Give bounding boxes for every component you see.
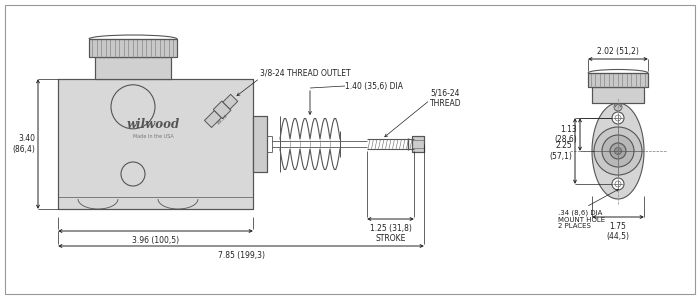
Polygon shape (95, 57, 171, 79)
Polygon shape (89, 39, 177, 57)
Circle shape (602, 135, 634, 167)
Text: 2.02 (51,2): 2.02 (51,2) (597, 47, 639, 56)
Circle shape (615, 147, 622, 155)
Polygon shape (214, 101, 231, 119)
Polygon shape (58, 79, 253, 209)
Text: 3/8-24 THREAD OUTLET: 3/8-24 THREAD OUTLET (260, 68, 351, 77)
Circle shape (594, 127, 642, 175)
Text: 3.96 (100,5): 3.96 (100,5) (132, 236, 179, 245)
Polygon shape (592, 103, 644, 199)
Circle shape (612, 178, 624, 190)
Text: 7.85 (199,3): 7.85 (199,3) (218, 251, 265, 260)
Polygon shape (592, 87, 644, 103)
Polygon shape (253, 116, 267, 172)
Text: .34 (8,6) DIA
MOUNT HOLE
2 PLACES: .34 (8,6) DIA MOUNT HOLE 2 PLACES (558, 209, 605, 230)
Text: 3.40
(86,4): 3.40 (86,4) (12, 134, 35, 154)
Text: 5/16-24
THREAD: 5/16-24 THREAD (430, 88, 461, 108)
Text: 1.40 (35,6) DIA: 1.40 (35,6) DIA (345, 82, 403, 91)
Text: wilwood: wilwood (127, 118, 180, 130)
Text: 1.25 (31,8)
STROKE: 1.25 (31,8) STROKE (370, 224, 412, 243)
Text: 3/8-24: 3/8-24 (216, 113, 229, 125)
Text: 1.75
(44,5): 1.75 (44,5) (606, 222, 629, 241)
Circle shape (612, 112, 624, 124)
Polygon shape (223, 94, 238, 109)
Text: 2.25
(57,1): 2.25 (57,1) (549, 141, 572, 161)
Circle shape (610, 143, 626, 159)
Text: 1.13
(28,6): 1.13 (28,6) (554, 125, 577, 144)
Polygon shape (412, 136, 424, 152)
Polygon shape (204, 111, 221, 128)
Polygon shape (588, 73, 648, 87)
Circle shape (614, 103, 622, 111)
Text: Made In the USA: Made In the USA (132, 135, 174, 140)
